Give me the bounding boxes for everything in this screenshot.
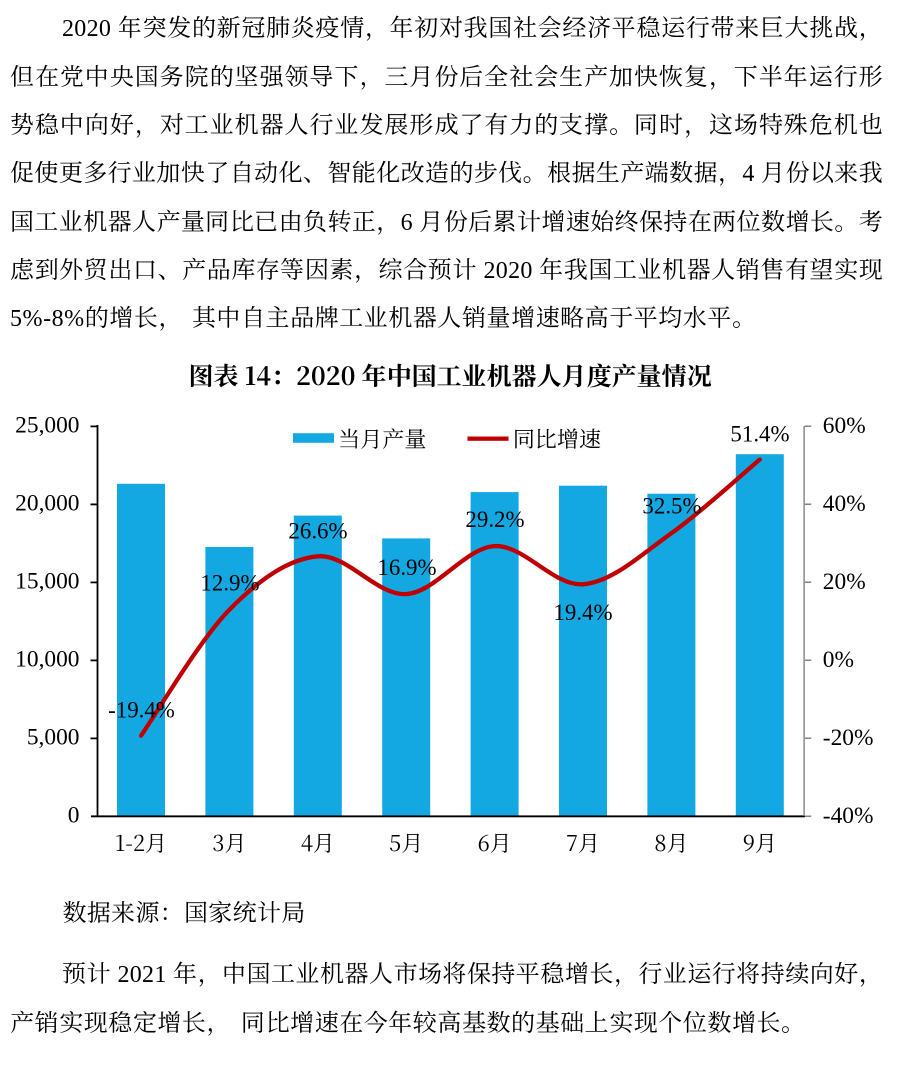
svg-text:6月: 6月 [477,827,511,858]
svg-text:-20%: -20% [823,725,874,751]
svg-text:32.5%: 32.5% [642,493,701,518]
svg-text:5月: 5月 [389,827,423,858]
svg-text:当月产量: 当月产量 [338,427,426,452]
svg-text:51.4%: 51.4% [730,422,789,447]
svg-text:26.6%: 26.6% [288,518,347,543]
svg-text:20%: 20% [823,569,866,595]
svg-text:19.4%: 19.4% [553,600,612,625]
svg-text:-40%: -40% [823,803,874,829]
svg-text:-19.4%: -19.4% [108,698,175,723]
svg-text:12.9%: 12.9% [200,571,259,596]
svg-text:4月: 4月 [301,827,335,858]
svg-text:9月: 9月 [743,827,777,858]
svg-text:8月: 8月 [654,827,688,858]
svg-text:16.9%: 16.9% [377,555,436,580]
svg-text:同比增速: 同比增速 [513,427,601,452]
svg-text:29.2%: 29.2% [465,507,524,532]
svg-text:5,000: 5,000 [27,725,80,751]
svg-text:1-2月: 1-2月 [115,827,167,858]
svg-text:20,000: 20,000 [15,491,79,517]
svg-text:7月: 7月 [566,827,600,858]
svg-text:60%: 60% [823,413,866,439]
svg-text:3月: 3月 [212,827,246,858]
svg-text:15,000: 15,000 [15,569,79,595]
svg-text:25,000: 25,000 [15,413,79,439]
svg-text:0: 0 [68,803,80,829]
svg-text:40%: 40% [823,491,866,517]
svg-text:10,000: 10,000 [15,647,79,673]
svg-text:0%: 0% [823,647,854,673]
